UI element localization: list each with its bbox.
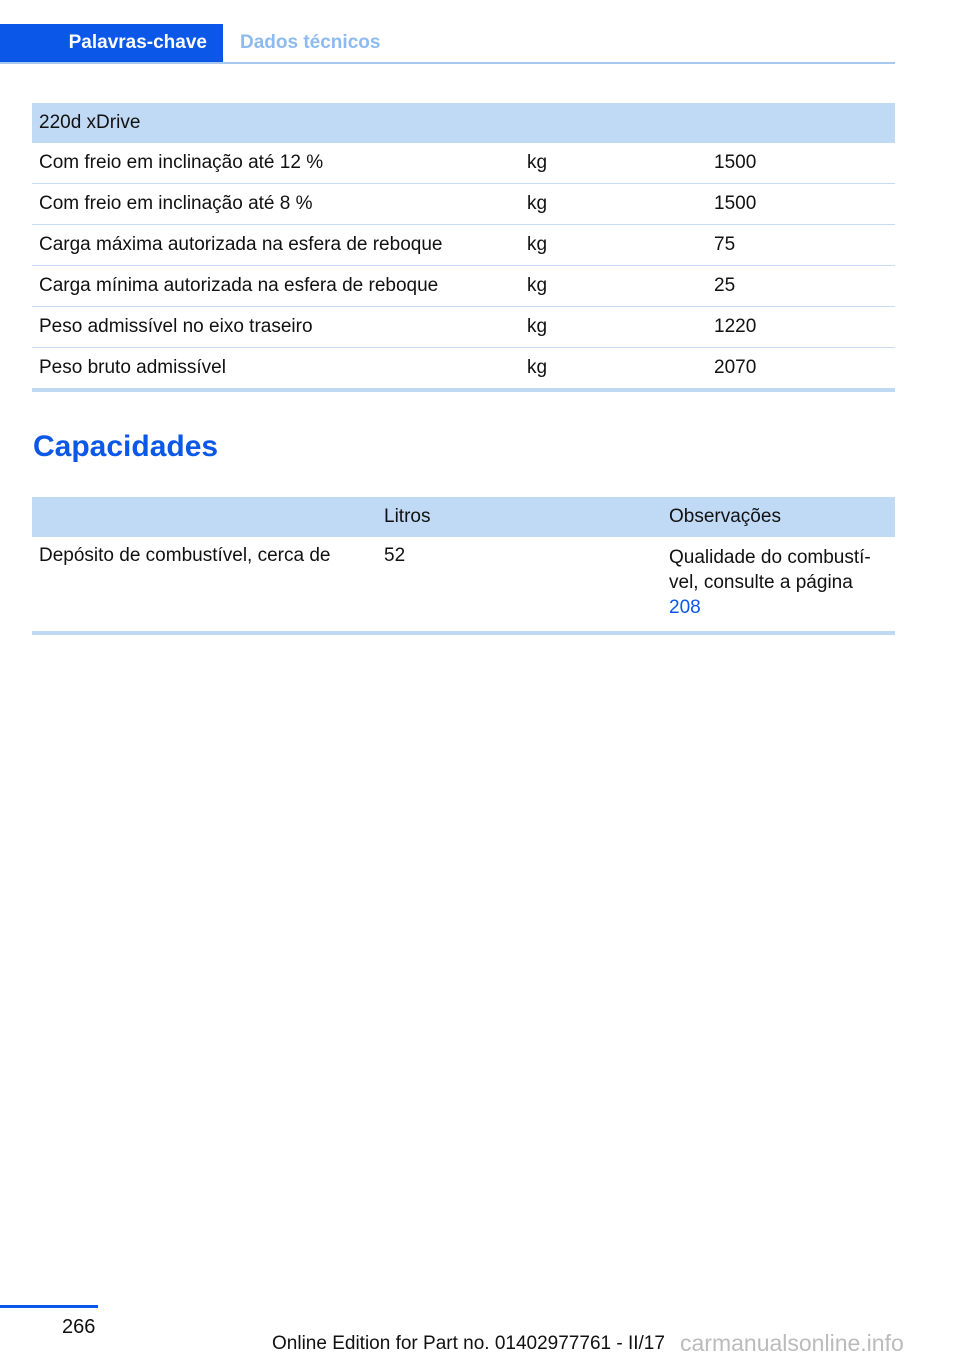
row-unit: kg [520, 143, 707, 184]
row-value: 1220 [707, 306, 895, 348]
row-unit: kg [520, 347, 707, 392]
tab-palavras-chave[interactable]: Palavras-chave [0, 24, 223, 62]
row-value: 2070 [707, 347, 895, 392]
page-link[interactable]: 208 [669, 597, 701, 618]
row-label: Com freio em inclinação até 12 % [32, 143, 520, 184]
table-row: Peso bruto admissível kg 2070 [32, 347, 895, 392]
table-row: Com freio em inclinação até 8 % kg 1500 [32, 183, 895, 225]
header-empty [32, 497, 377, 537]
header-litros: Litros [377, 497, 662, 537]
row-unit: kg [520, 265, 707, 307]
row-value: 1500 [707, 183, 895, 225]
row-value: 75 [707, 224, 895, 266]
towing-table: 220d xDrive Com freio em inclinação até … [32, 103, 895, 392]
table-title: 220d xDrive [32, 103, 895, 143]
table-row: Depósito de combustível, cerca de 52 Qua… [32, 537, 895, 635]
table-row: Peso admissível no eixo traseiro kg 1220 [32, 306, 895, 348]
row-label: Depósito de combustível, cerca de [32, 537, 377, 635]
edition-text: Online Edition for Part no. 01402977761 … [272, 1333, 665, 1354]
row-label: Peso admissível no eixo traseiro [32, 306, 520, 348]
table-row: Carga mínima autorizada na esfera de reb… [32, 265, 895, 307]
row-value: 25 [707, 265, 895, 307]
row-label: Peso bruto admissível [32, 347, 520, 392]
watermark: carmanualsonline.info [680, 1330, 904, 1356]
page-number: 266 [62, 1316, 96, 1338]
footer-line [0, 1305, 98, 1308]
tab-dados-tecnicos[interactable]: Dados técnicos [240, 32, 381, 53]
table-row: Carga máxima autorizada na esfera de reb… [32, 224, 895, 266]
row-value: 52 [377, 537, 662, 635]
header-tabs: Palavras-chave Dados técnicos [0, 24, 895, 64]
section-title: Capacidades [33, 430, 219, 463]
row-label: Carga máxima autorizada na esfera de reb… [32, 224, 520, 266]
row-unit: kg [520, 183, 707, 225]
row-unit: kg [520, 306, 707, 348]
row-note: Qualidade do combustí-vel, consulte a pá… [669, 547, 871, 593]
header-observacoes: Observações [662, 497, 895, 537]
row-value: 1500 [707, 143, 895, 184]
row-label: Carga mínima autorizada na esfera de reb… [32, 265, 520, 307]
row-label: Com freio em inclinação até 8 % [32, 183, 520, 225]
table-row: Com freio em inclinação até 12 % kg 1500 [32, 143, 895, 184]
capacities-table: Litros Observações Depósito de combustív… [32, 497, 895, 635]
row-unit: kg [520, 224, 707, 266]
